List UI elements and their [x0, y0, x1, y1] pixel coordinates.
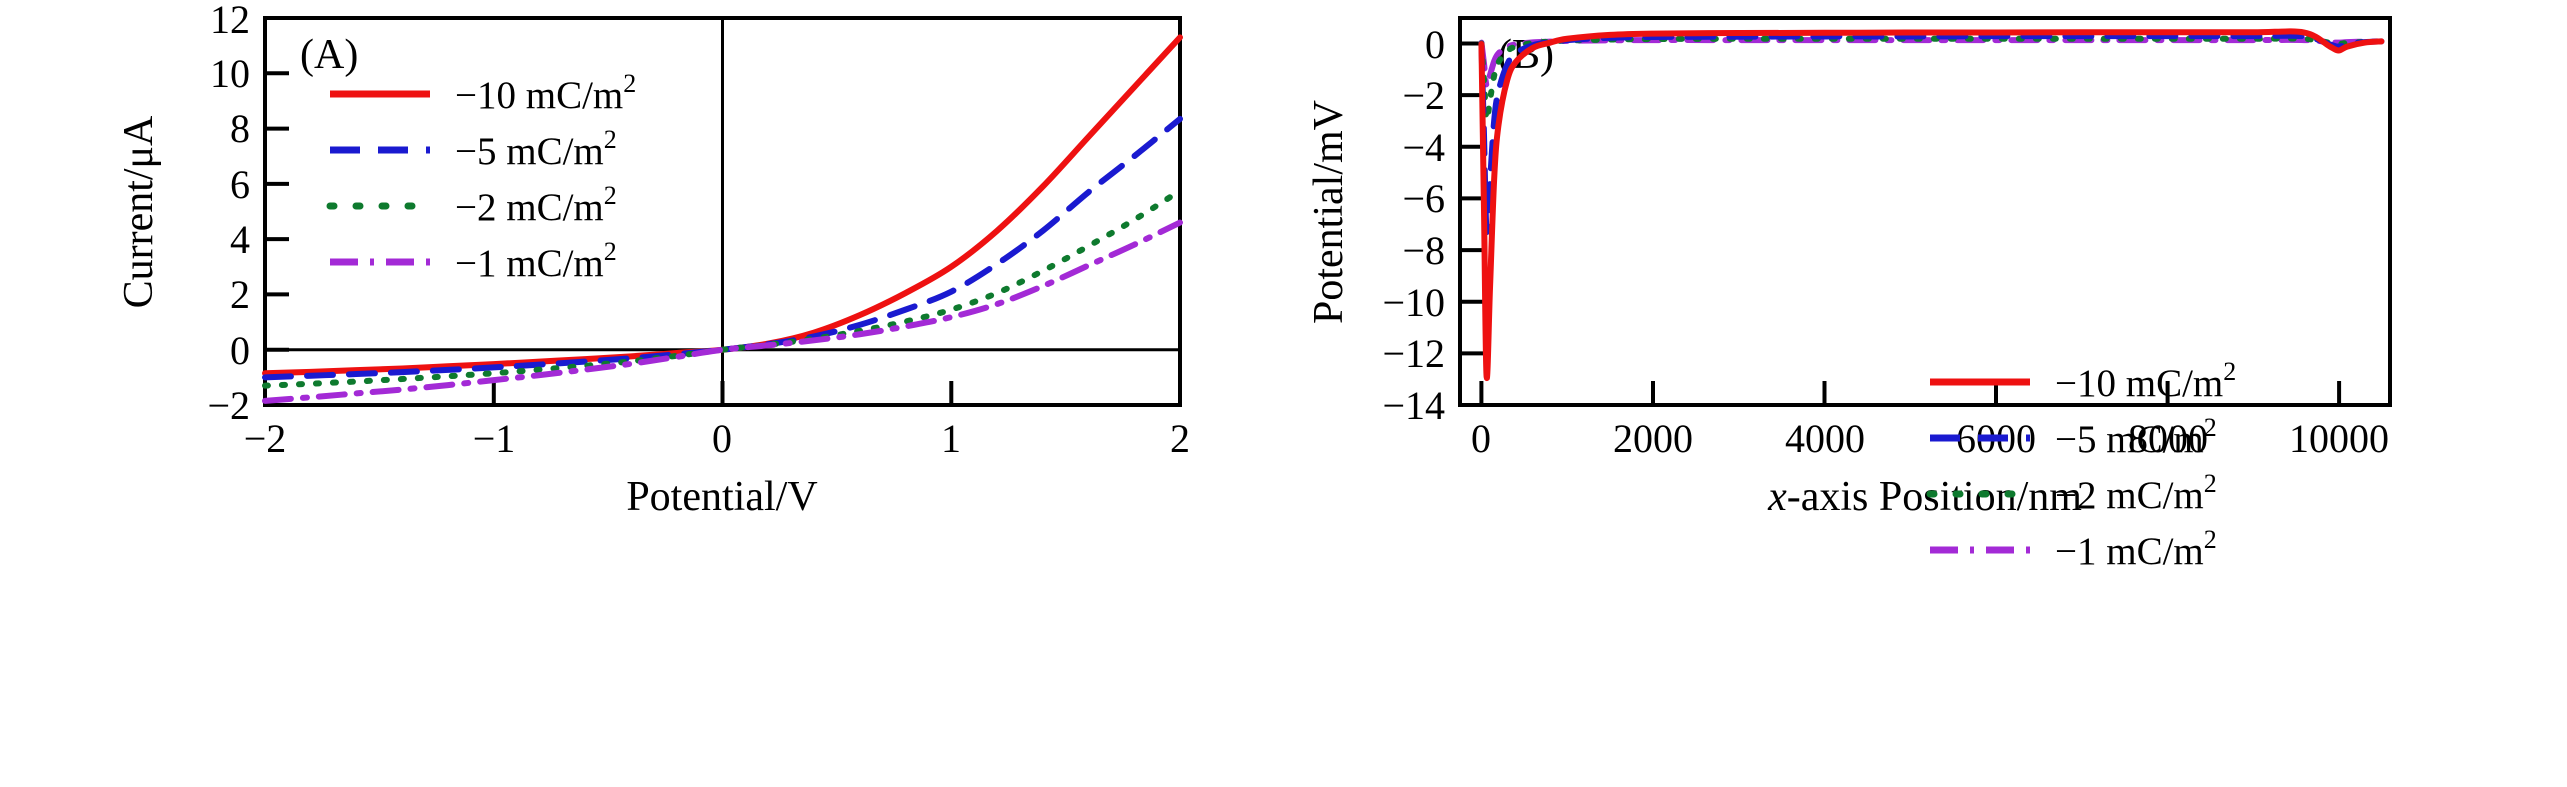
series-line-red	[1478, 28, 2385, 382]
xtick-label: 4000	[1785, 416, 1865, 461]
panel-a-ytick-labels: −2 0 2 4 6 8 10 12	[207, 0, 250, 428]
legend-label: −10 mC/m2	[455, 69, 636, 117]
ytick-label: 2	[230, 272, 250, 317]
panel-b-frame	[1458, 16, 2392, 407]
legend-item: −5 mC/m2	[1930, 413, 2217, 461]
legend-label: −2 mC/m2	[2055, 469, 2217, 517]
ytick-label: −2	[207, 383, 250, 428]
series-line-purple	[262, 219, 1183, 404]
xtick-label: 1	[941, 416, 961, 461]
panel-b: −14 −12 −10 −8 −6 −4 −2 0 0 2000	[1270, 0, 2567, 787]
panel-b-ytick-labels: −14 −12 −10 −8 −6 −4 −2 0	[1382, 22, 1445, 428]
legend-item: −2 mC/m2	[1926, 469, 2217, 517]
panel-a-svg: −2 0 2 4 6 8 10 12 −2 −1 0 1	[116, 0, 1190, 520]
panel-b-svg: −14 −12 −10 −8 −6 −4 −2 0 0 2000	[1306, 16, 2392, 573]
series-line-blue	[262, 115, 1183, 381]
ytick-label: −6	[1402, 176, 1445, 221]
series-line-purple	[1478, 36, 2385, 89]
legend-label: −2 mC/m2	[455, 181, 617, 229]
xtick-label: −1	[473, 416, 516, 461]
xtick-label: 2	[1170, 416, 1190, 461]
panel-b-curves	[1478, 28, 2385, 382]
panel-b-xtick-labels: 0 2000 4000 6000 8000 10000	[1471, 416, 2389, 461]
panel-b-xaxis-title: x-axis Position/nm	[1767, 474, 2082, 520]
panel-a-xticks	[263, 381, 1182, 405]
legend-label: −10 mC/m2	[2055, 357, 2236, 405]
panel-a: −2 0 2 4 6 8 10 12 −2 −1 0 1	[0, 0, 1270, 787]
ytick-label: −14	[1382, 383, 1445, 428]
ytick-label: 0	[230, 328, 250, 373]
ytick-label: −12	[1382, 331, 1445, 376]
ytick-label: 0	[1425, 22, 1445, 67]
xtick-label: 0	[712, 416, 732, 461]
xtick-label: 8000	[2128, 416, 2208, 461]
legend-label: −5 mC/m2	[2055, 413, 2217, 461]
xtick-label: 0	[1471, 416, 1491, 461]
ytick-label: 8	[230, 106, 250, 151]
legend-item: −1 mC/m2	[330, 237, 617, 285]
legend-item: −10 mC/m2	[1930, 357, 2236, 405]
ytick-label: −8	[1402, 228, 1445, 273]
panel-a-curves	[262, 34, 1183, 404]
xtick-label: 2000	[1613, 416, 1693, 461]
legend-item: −2 mC/m2	[326, 181, 617, 229]
legend-label: −1 mC/m2	[455, 237, 617, 285]
xtick-label: −2	[244, 416, 287, 461]
ytick-label: 12	[210, 0, 250, 42]
ytick-label: 4	[230, 217, 250, 262]
panel-a-yticks	[265, 16, 289, 407]
series-line-green	[1478, 35, 2385, 123]
panel-a-yaxis-title: Current/μA	[116, 115, 162, 308]
panel-a-label: (A)	[300, 32, 358, 78]
ytick-label: 10	[210, 51, 250, 96]
xtick-label: 10000	[2289, 416, 2389, 461]
panel-a-xtick-labels: −2 −1 0 1 2	[244, 416, 1190, 461]
legend-item: −1 mC/m2	[1930, 525, 2217, 573]
legend-label: −1 mC/m2	[2055, 525, 2217, 573]
panel-a-xaxis-title: Potential/V	[626, 474, 817, 520]
series-line-blue	[1478, 32, 2385, 235]
legend-item: −10 mC/m2	[330, 69, 636, 117]
ytick-label: −2	[1402, 73, 1445, 118]
legend-label: −5 mC/m2	[455, 125, 617, 173]
panel-b-legend: −10 mC/m2 −5 mC/m2 −2 mC/m2 −1 mC/m2	[1926, 357, 2236, 573]
legend-item: −5 mC/m2	[330, 125, 617, 173]
ytick-label: −4	[1402, 125, 1445, 170]
panel-a-legend: −10 mC/m2 −5 mC/m2 −2 mC/m2 −1 mC/m2	[326, 69, 636, 285]
ytick-label: −10	[1382, 280, 1445, 325]
panel-b-yaxis-title: Potential/mV	[1306, 100, 1352, 324]
ytick-label: 6	[230, 162, 250, 207]
